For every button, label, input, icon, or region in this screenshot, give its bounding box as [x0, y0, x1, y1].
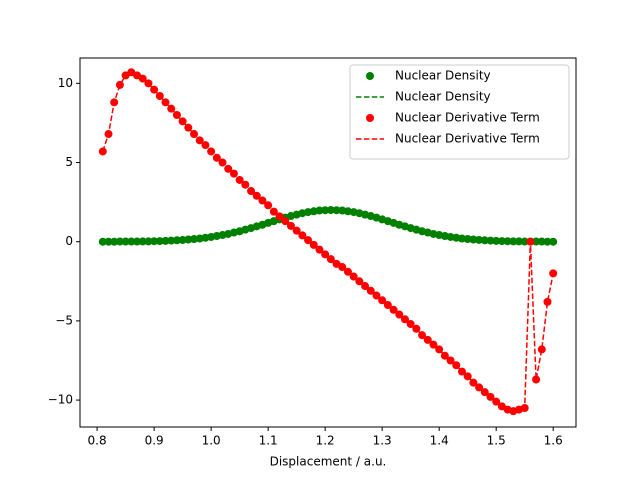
point	[469, 235, 478, 244]
point	[486, 236, 495, 245]
x-tick-label: 0.9	[145, 434, 164, 448]
legend-marker	[366, 72, 374, 80]
x-tick-label: 0.8	[88, 434, 107, 448]
point	[184, 235, 193, 244]
legend-label: Nuclear Density	[395, 90, 491, 104]
y-tick-label: 5	[65, 155, 73, 169]
point	[315, 206, 324, 215]
legend-label: Nuclear Derivative Term	[395, 132, 540, 146]
x-axis-label: Displacement / a.u.	[270, 455, 387, 469]
x-tick-label: 1.4	[430, 434, 449, 448]
point	[549, 237, 558, 246]
point	[115, 80, 124, 89]
series-line	[102, 209, 554, 243]
axes-frame	[79, 57, 577, 428]
x-tick-label: 1.0	[202, 434, 221, 448]
point	[532, 237, 541, 246]
legend-label: Nuclear Derivative Term	[395, 111, 540, 125]
point	[161, 236, 170, 245]
x-tick-label: 1.1	[259, 434, 278, 448]
y-tick-label: −10	[48, 393, 73, 407]
point	[144, 237, 153, 246]
point	[509, 237, 518, 246]
legend-label: Nuclear Density	[395, 69, 491, 83]
y-tick-label: 10	[58, 76, 73, 90]
x-tick-label: 1.2	[316, 434, 335, 448]
x-tick-label: 1.6	[544, 434, 563, 448]
x-tick-label: 1.3	[373, 434, 392, 448]
series-line	[102, 71, 554, 412]
point	[104, 237, 113, 246]
point	[121, 237, 130, 246]
point	[492, 236, 501, 245]
point	[532, 375, 541, 384]
x-tick-label: 1.5	[487, 434, 506, 448]
legend-box	[349, 64, 570, 160]
point	[537, 345, 546, 354]
legend-marker	[366, 114, 374, 122]
y-tick-label: −5	[55, 313, 73, 327]
y-tick-label: 0	[65, 234, 73, 248]
point	[543, 297, 552, 306]
